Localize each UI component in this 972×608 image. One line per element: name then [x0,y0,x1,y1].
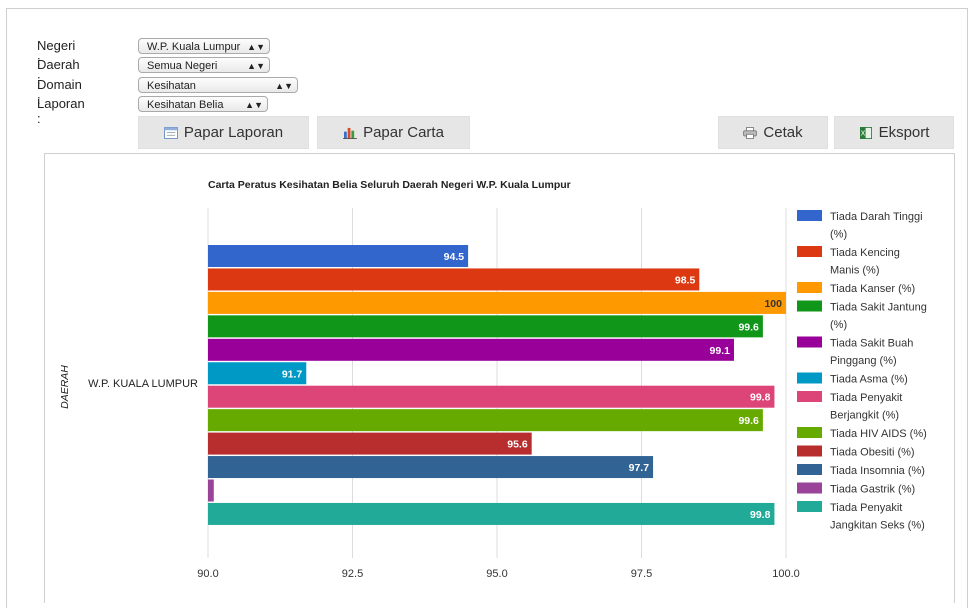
legend-label: Jangkitan Seks (%) [830,520,925,532]
legend-label: Tiada Darah Tinggi [830,211,923,223]
legend-label: Tiada Kencing [830,247,900,259]
bar-data-label: 99.6 [738,321,759,333]
legend-swatch [797,301,822,312]
legend-swatch [797,446,822,457]
legend-label: Berjangkit (%) [830,410,899,422]
x-tick-label: 95.0 [486,568,507,580]
legend-swatch [797,427,822,438]
bar-data-label: 98.5 [675,274,696,286]
legend: Tiada Darah Tinggi (%) Tiada Kencing Manis … [797,210,927,532]
legend-label: Tiada Insomnia (%) [830,465,925,477]
bar [208,433,532,455]
legend-swatch [797,483,822,494]
legend-label: Tiada Obesiti (%) [830,447,915,459]
legend-label: Tiada Asma (%) [830,374,908,386]
bar-data-label: 97.7 [629,462,650,474]
bar [208,409,763,431]
legend-swatch [797,246,822,257]
legend-swatch [797,337,822,348]
bar [208,339,734,361]
legend-label: Tiada Kanser (%) [830,283,915,295]
legend-label: Tiada Gastrik (%) [830,484,915,496]
legend-label: (%) [830,319,847,331]
bar [208,386,774,408]
x-tick-label: 97.5 [631,568,652,580]
legend-swatch [797,373,822,384]
y-axis-label: DAERAH [59,365,71,409]
bar-data-label: 99.1 [710,345,731,357]
legend-swatch [797,282,822,293]
legend-swatch [797,464,822,475]
bar-data-label: 99.8 [750,392,771,404]
legend-swatch [797,391,822,402]
bar-data-label: 100 [764,298,782,310]
bar [208,503,774,525]
bar-data-label: 95.6 [507,439,528,451]
legend-label: Tiada Sakit Jantung [830,302,927,314]
bar-data-label: 99.6 [738,415,759,427]
legend-label: Manis (%) [830,265,880,277]
x-tick-label: 90.0 [197,568,218,580]
x-ticks: 90.0 92.5 95.0 97.5 100.0 [197,568,799,580]
legend-label: Tiada HIV AIDS (%) [830,428,927,440]
bar [208,292,786,314]
legend-label: Pinggang (%) [830,355,897,367]
chart-title: Carta Peratus Kesihatan Belia Seluruh Da… [208,179,571,191]
legend-swatch [797,501,822,512]
bar [208,268,699,290]
legend-label: (%) [830,229,847,241]
x-tick-label: 92.5 [342,568,363,580]
legend-label: Tiada Penyakit [830,392,902,404]
legend-label: Tiada Penyakit [830,502,902,514]
bar [208,245,468,267]
bar-data-label: 91.7 [282,368,303,380]
legend-label: Tiada Sakit Buah [830,338,913,350]
bar-data-label: 99.8 [750,509,771,521]
category-label: W.P. KUALA LUMPUR [88,378,198,390]
bar [208,480,214,502]
x-tick-label: 100.0 [772,568,800,580]
bar-data-label: 94.5 [444,251,465,263]
bar [208,456,653,478]
legend-swatch [797,210,822,221]
bar [208,315,763,337]
